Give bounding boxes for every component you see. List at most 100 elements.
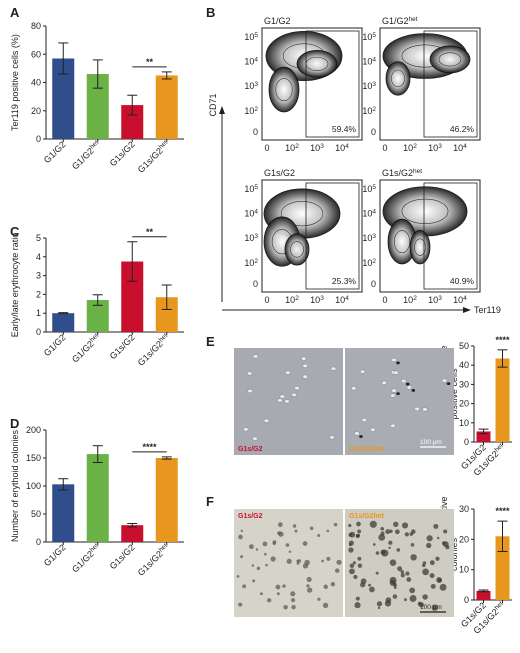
- colony-cell: [394, 529, 400, 535]
- colony-cell: [357, 534, 360, 537]
- colony-cell: [388, 546, 391, 550]
- bar: [476, 431, 491, 442]
- cell: [351, 386, 357, 391]
- micrograph-e: G1s/G2 G1s/G2het 100 µm: [234, 348, 454, 455]
- cell: [285, 370, 291, 375]
- y-tick-label: 0: [464, 595, 469, 605]
- cell: [330, 366, 337, 371]
- density-contour-inner: [280, 200, 324, 227]
- colony-cell: [306, 576, 312, 583]
- ter119-arrow-head: [463, 307, 471, 313]
- colony-cell: [265, 563, 268, 567]
- colony-cell: [333, 522, 338, 527]
- cell: [291, 392, 297, 397]
- colony-cell: [317, 597, 321, 601]
- bar: [86, 454, 109, 542]
- cell: [252, 436, 258, 441]
- colony-cell: [439, 583, 447, 591]
- colony-cell: [272, 541, 276, 546]
- flow-x-tick-label: 102: [403, 143, 417, 153]
- colony-cell: [296, 562, 300, 565]
- colony-cell: [354, 602, 361, 609]
- flow-y-tick-label: 105: [362, 32, 376, 42]
- colony-cell: [249, 544, 254, 550]
- benzidine-positive-cell: [405, 382, 410, 386]
- cell: [422, 407, 428, 412]
- y-tick-label: 10: [459, 418, 469, 428]
- density-contour-inner: [290, 241, 304, 258]
- colony-cell: [405, 571, 410, 576]
- colony-cell: [389, 579, 396, 586]
- cell: [406, 385, 412, 390]
- colony-cell: [417, 601, 422, 606]
- significance-label: **: [146, 57, 154, 67]
- gate-percentage: 59.4%: [332, 124, 357, 134]
- colony-cell: [277, 522, 283, 528]
- colony-cell: [389, 559, 397, 566]
- cell: [414, 406, 420, 411]
- y-tick-label: 10: [459, 565, 469, 575]
- colony-cell: [400, 573, 405, 578]
- colony-cell: [401, 522, 409, 529]
- cell: [302, 363, 308, 368]
- colony-cell: [238, 534, 243, 540]
- colony-cell: [348, 540, 354, 546]
- flow-x-tick-label: 104: [335, 295, 349, 305]
- cell: [302, 374, 308, 379]
- flow-y-tick-label: 102: [362, 258, 376, 268]
- panel-letter-b: B: [206, 5, 215, 20]
- flow-x-tick-label: 0: [264, 295, 269, 305]
- colony-cell: [443, 529, 448, 534]
- flow-x-tick-label: 0: [382, 143, 387, 153]
- colony-cell: [288, 550, 292, 554]
- colony-cell: [252, 579, 256, 583]
- flow-x-tick-label: 104: [335, 143, 349, 153]
- colony-cell: [348, 523, 352, 528]
- bar: [495, 536, 510, 600]
- colony-cell: [380, 526, 385, 531]
- density-contour: [429, 45, 471, 74]
- colony-cell: [426, 535, 433, 542]
- flow-plot: 59.4% G1/G2 105 104 103 102 00 102 103 104: [244, 16, 363, 153]
- flow-y-tick-label: 105: [362, 184, 376, 194]
- y-tick-label: 1: [36, 308, 41, 318]
- cell: [391, 388, 397, 393]
- y-tick-label: 5: [36, 233, 41, 243]
- x-tick-label: G1/G2: [42, 332, 68, 358]
- micrograph-e-scale-text: 100 µm: [420, 439, 442, 446]
- colony-cell: [276, 592, 280, 596]
- colony-cell: [297, 559, 302, 563]
- x-tick-label: G1s/G2het: [136, 139, 172, 175]
- x-tick-label: G1s/G2: [108, 542, 137, 571]
- colony-cell: [306, 584, 310, 588]
- colony-cell: [255, 548, 259, 551]
- colony-cell: [238, 602, 243, 607]
- panel-letter-d: D: [10, 416, 19, 431]
- colony-cell: [389, 529, 393, 533]
- colony-cell: [393, 521, 399, 527]
- colony-cell: [409, 587, 416, 594]
- colony-cell: [326, 556, 331, 561]
- y-tick-label: 40: [459, 360, 469, 370]
- colony-cell: [385, 597, 392, 603]
- gate-percentage: 40.9%: [450, 276, 475, 286]
- density-contour-inner: [414, 238, 426, 256]
- colony-cell: [410, 543, 415, 547]
- colony-cell: [369, 586, 375, 593]
- gate-box: [423, 30, 478, 138]
- benzidine-positive-cell: [411, 388, 416, 392]
- colony-cell: [400, 570, 404, 574]
- y-tick-label: 4: [36, 252, 41, 262]
- colony-cell: [266, 598, 272, 603]
- flow-y-tick-label: 0: [371, 127, 376, 137]
- colony-cell: [436, 536, 440, 540]
- colony-cell: [397, 566, 403, 572]
- colony-cell: [377, 606, 381, 610]
- x-tick-label: G1s/G2het: [136, 542, 172, 578]
- colony-cell: [357, 563, 363, 568]
- density-contour: [385, 61, 411, 96]
- cell: [294, 386, 300, 391]
- flow-x-tick-label: 104: [453, 295, 467, 305]
